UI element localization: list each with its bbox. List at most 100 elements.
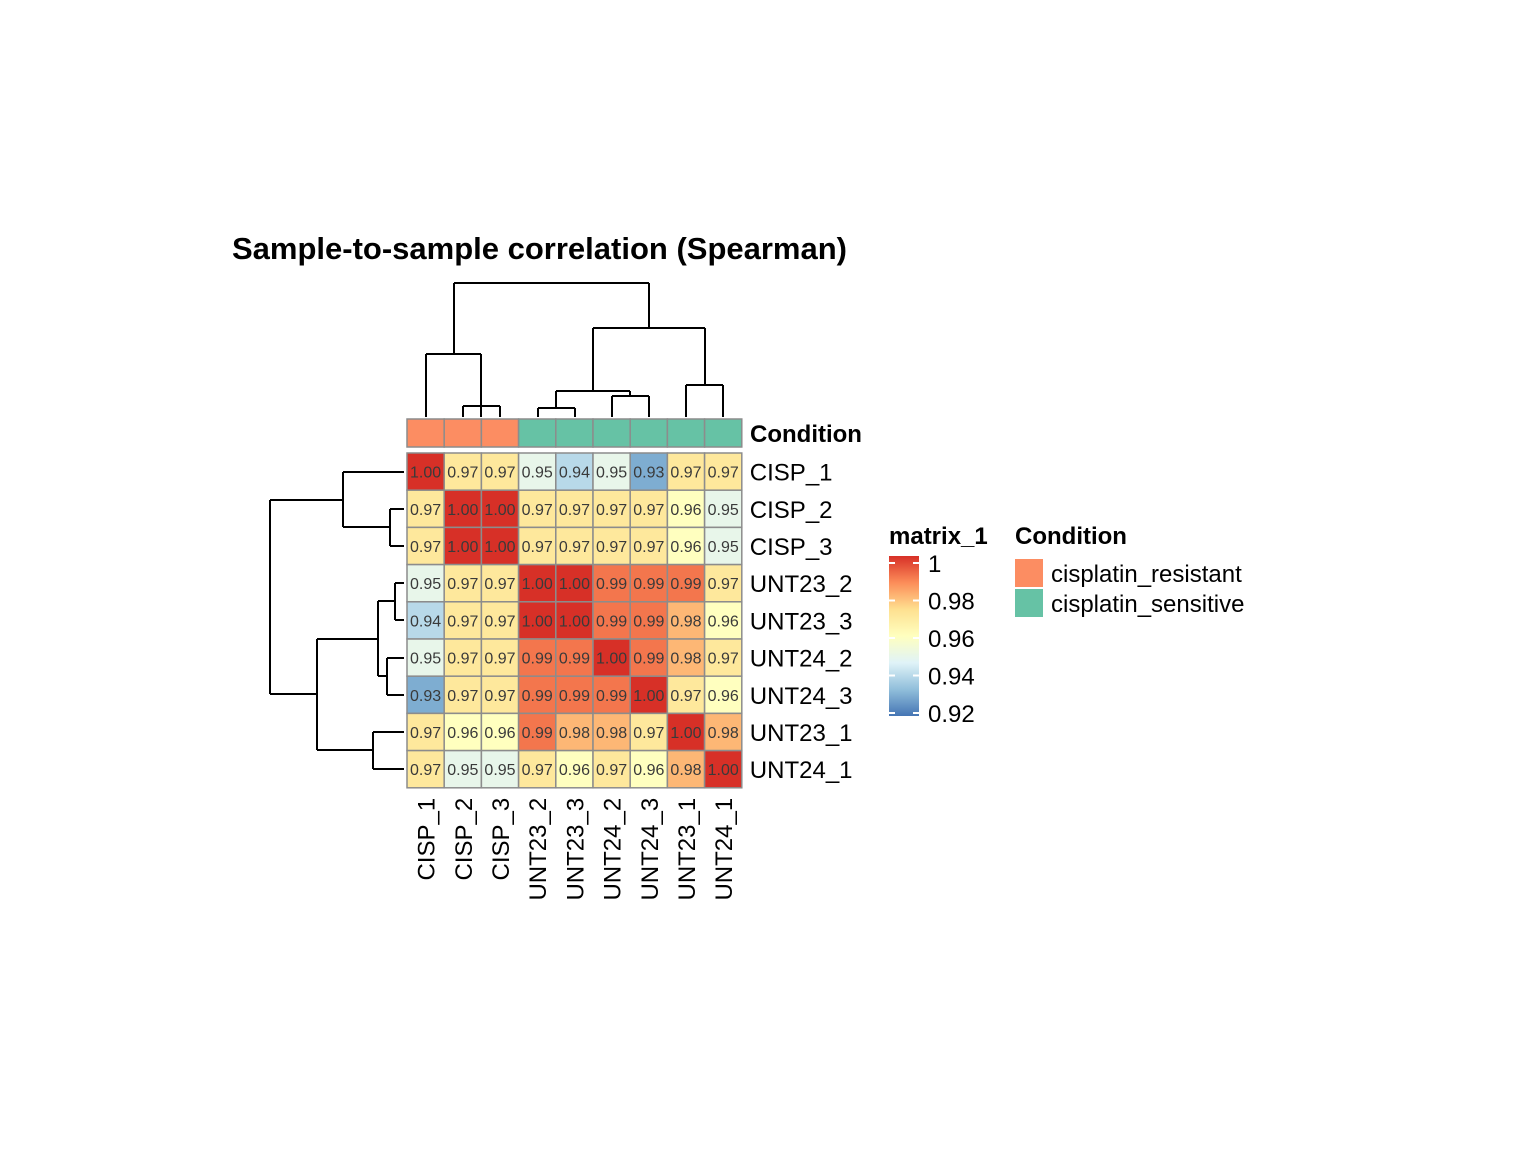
heatmap-cell: 0.99 (592, 563, 631, 603)
cell-value-label: 0.99 (633, 613, 664, 630)
legend-item-label: cisplatin_resistant (1051, 561, 1242, 588)
cell-value-label: 0.99 (522, 688, 553, 705)
heatmap-cell: 0.96 (666, 489, 706, 529)
column-label: UNT24_3 (637, 798, 664, 901)
heatmap-cell: 0.97 (443, 638, 483, 677)
heatmap-cell: 0.98 (666, 601, 706, 640)
heatmap-cell: 0.96 (703, 601, 743, 640)
cell-value-label: 0.97 (484, 688, 515, 705)
cell-value-label: 0.99 (559, 651, 590, 668)
heatmap-cell: 1.00 (443, 526, 483, 566)
cell-value-label: 0.97 (410, 539, 441, 556)
colorbar-tick-label: 0.98 (928, 589, 975, 616)
heatmap-cell: 0.95 (592, 452, 631, 491)
heatmap-cell: 0.97 (517, 749, 557, 789)
heatmap-cell: 0.98 (703, 712, 743, 752)
colorbar-tick-label: 1 (928, 551, 941, 578)
heatmap-cell: 0.99 (629, 563, 669, 603)
heatmap-cell: 0.99 (517, 638, 557, 677)
cell-value-label: 0.97 (484, 651, 515, 668)
cell-value-label: 0.99 (596, 576, 627, 593)
column-label: UNT24_1 (711, 798, 738, 901)
row-labels: CISP_1 CISP_2 CISP_3 UNT23_2 UNT23_3 UNT24_2 U… (750, 460, 853, 785)
cell-value-label: 0.97 (484, 465, 515, 482)
cell-value-label: 0.98 (708, 725, 739, 742)
cell-value-label: 1.00 (559, 613, 590, 630)
annotation-cell (592, 418, 631, 448)
heatmap-cell: 1.00 (629, 675, 669, 715)
heatmap-cell: 0.97 (592, 749, 631, 789)
legend-swatch (1015, 559, 1043, 587)
cell-value-label: 0.97 (447, 651, 478, 668)
heatmap-cell: 0.97 (703, 563, 743, 603)
cell-value-label: 0.95 (596, 465, 627, 482)
cell-value-label: 0.96 (447, 725, 478, 742)
cell-value-label: 0.97 (596, 539, 627, 556)
heatmap-cell: 0.99 (555, 675, 594, 715)
legend-item-label: cisplatin_sensitive (1051, 591, 1244, 618)
cell-value-label: 0.97 (596, 762, 627, 779)
annotation-cell (406, 418, 445, 448)
cell-value-label: 0.97 (484, 613, 515, 630)
cell-value-label: 0.97 (484, 576, 515, 593)
cell-value-label: 1.00 (633, 688, 664, 705)
row-label: UNT24_3 (750, 683, 853, 710)
cell-value-label: 0.99 (522, 651, 553, 668)
cell-value-label: 0.97 (447, 613, 478, 630)
cell-value-label: 1.00 (522, 576, 553, 593)
annotation-cell (443, 418, 483, 448)
cell-value-label: 0.99 (670, 576, 701, 593)
cell-value-label: 0.97 (708, 576, 739, 593)
cell-value-label: 0.97 (410, 502, 441, 519)
cell-value-label: 1.00 (670, 725, 701, 742)
cell-value-label: 1.00 (596, 651, 627, 668)
heatmap-cell: 1.00 (480, 526, 520, 566)
heatmap-cell: 1.00 (592, 638, 631, 677)
heatmap-cell: 0.98 (555, 712, 594, 752)
column-label: UNT23_2 (525, 798, 552, 901)
heatmap-cell: 0.97 (480, 675, 520, 715)
colorbar-title: matrix_1 (889, 523, 988, 550)
heatmap-cell: 0.96 (480, 712, 520, 752)
heatmap-cell: 0.96 (666, 526, 706, 566)
cell-value-label: 0.95 (447, 762, 478, 779)
heatmap-cell: 1.00 (443, 489, 483, 529)
cell-value-label: 0.95 (522, 465, 553, 482)
cell-value-label: 0.97 (447, 576, 478, 593)
cell-value-label: 0.97 (633, 502, 664, 519)
condition-annotation-bar (406, 418, 743, 448)
heatmap-cell: 0.97 (406, 526, 445, 566)
legend-swatch (1015, 589, 1043, 617)
heatmap-cell: 0.95 (406, 638, 445, 677)
cell-value-label: 1.00 (484, 502, 515, 519)
cell-value-label: 0.97 (670, 688, 701, 705)
heatmap-cell: 0.99 (666, 563, 706, 603)
heatmap-cell: 0.97 (443, 675, 483, 715)
row-label: UNT24_1 (750, 757, 853, 784)
cell-value-label: 0.97 (410, 725, 441, 742)
cell-value-label: 0.99 (633, 651, 664, 668)
heatmap-cell: 0.95 (443, 749, 483, 789)
heatmap-cell: 0.97 (480, 452, 520, 491)
heatmap-cell: 0.93 (406, 675, 445, 715)
cell-value-label: 0.96 (559, 762, 590, 779)
row-dendrogram (269, 471, 404, 770)
cell-value-label: 0.97 (522, 762, 553, 779)
heatmap-cell: 0.94 (555, 452, 594, 491)
heatmap-cells: 1.00 0.97 0.97 0.95 0.94 0.95 0.93 0.97 0.97 0.97… (406, 452, 743, 789)
heatmap-cell: 0.98 (666, 749, 706, 789)
heatmap-cell: 0.93 (629, 452, 669, 491)
heatmap-cell: 0.97 (406, 749, 445, 789)
heatmap-cell: 1.00 (555, 563, 594, 603)
cell-value-label: 0.98 (596, 725, 627, 742)
heatmap-cell: 1.00 (480, 489, 520, 529)
cell-value-label: 0.96 (708, 613, 739, 630)
heatmap-cell: 0.95 (703, 489, 743, 529)
cell-value-label: 0.96 (708, 688, 739, 705)
row-label: UNT24_2 (750, 646, 853, 673)
colorbar-gradient (889, 556, 919, 716)
heatmap-cell: 0.97 (592, 526, 631, 566)
cell-value-label: 0.99 (633, 576, 664, 593)
cell-value-label: 0.97 (559, 539, 590, 556)
